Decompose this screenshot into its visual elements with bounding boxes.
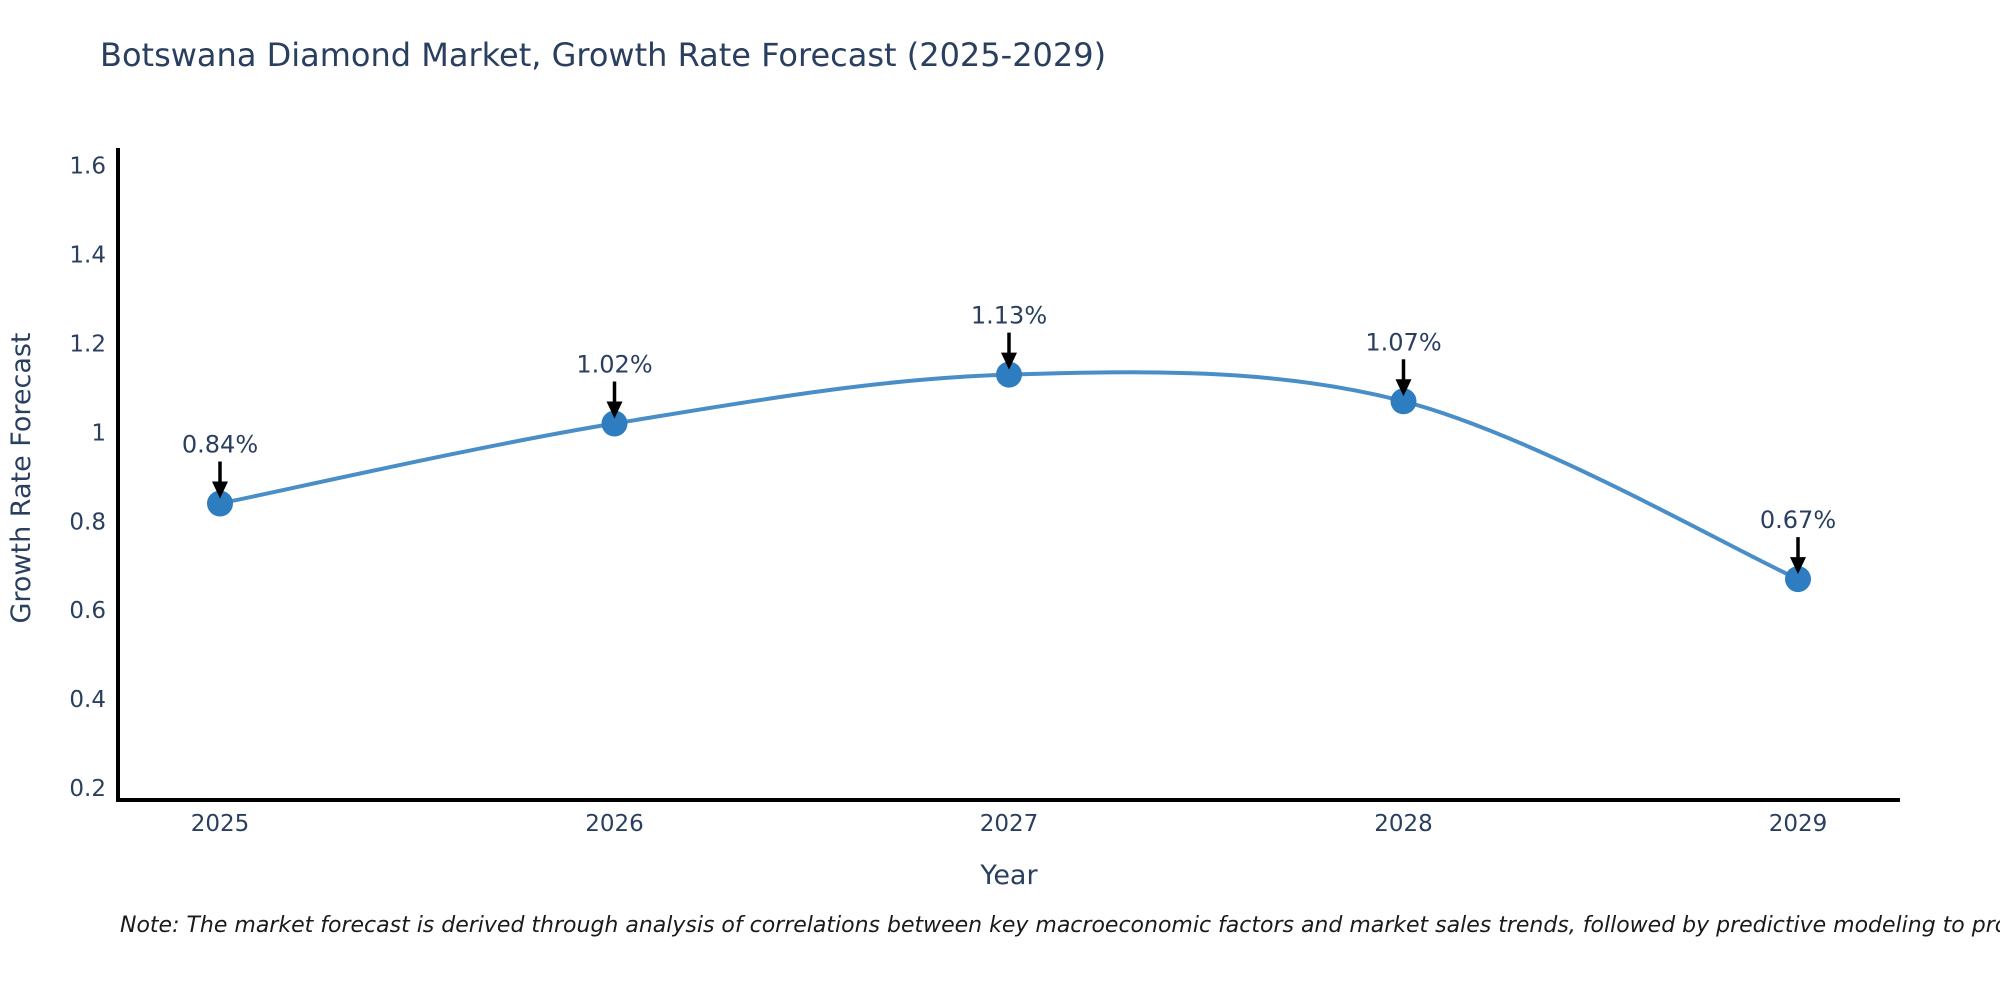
x-tick-label: 2026 (585, 811, 644, 837)
x-tick-label: 2029 (1769, 811, 1828, 837)
down-arrow-head-icon (1001, 352, 1017, 370)
x-tick-label: 2028 (1374, 811, 1433, 837)
data-point-marker (1390, 388, 1417, 415)
x-tick-label: 2025 (191, 811, 250, 837)
down-arrow-head-icon (606, 401, 623, 419)
down-arrow-head-icon (1395, 379, 1412, 397)
data-point-annotations: 0.84% 1.02% 1.13% 1.07% 0.67% (182, 302, 1836, 575)
y-tick-label: 0.2 (69, 776, 106, 802)
y-axis-tick-labels: 0.2 0.4 0.6 0.8 1 1.2 1.4 1.6 (69, 154, 106, 802)
down-arrow-head-icon (1790, 557, 1806, 575)
y-tick-label: 0.8 (69, 509, 106, 535)
data-point-markers (207, 361, 1811, 593)
y-tick-label: 0.6 (69, 598, 106, 624)
footnote: Note: The market forecast is derived thr… (120, 913, 2000, 938)
y-tick-label: 1.2 (69, 332, 106, 358)
y-tick-label: 1 (91, 420, 106, 446)
data-point-marker (996, 361, 1022, 388)
data-label: 1.07% (1365, 328, 1441, 356)
y-axis-title: Growth Rate Forecast (6, 332, 37, 623)
data-label: 0.67% (1760, 506, 1836, 534)
x-tick-label: 2027 (980, 811, 1039, 837)
data-point-marker (207, 490, 233, 517)
x-axis-tick-labels: 2025 2026 2027 2028 2029 (191, 811, 1828, 837)
chart-title: Botswana Diamond Market, Growth Rate For… (100, 36, 1107, 74)
data-point-marker (601, 410, 628, 437)
data-label: 1.02% (576, 351, 652, 379)
y-tick-label: 1.4 (69, 243, 106, 269)
down-arrow-head-icon (212, 481, 228, 499)
data-point-marker (1785, 566, 1811, 593)
data-label: 1.13% (971, 302, 1047, 330)
data-label: 0.84% (182, 431, 258, 459)
x-axis-title: Year (979, 860, 1038, 891)
series-line (218, 370, 1800, 582)
y-tick-label: 1.6 (69, 154, 106, 180)
y-tick-label: 0.4 (69, 687, 106, 713)
